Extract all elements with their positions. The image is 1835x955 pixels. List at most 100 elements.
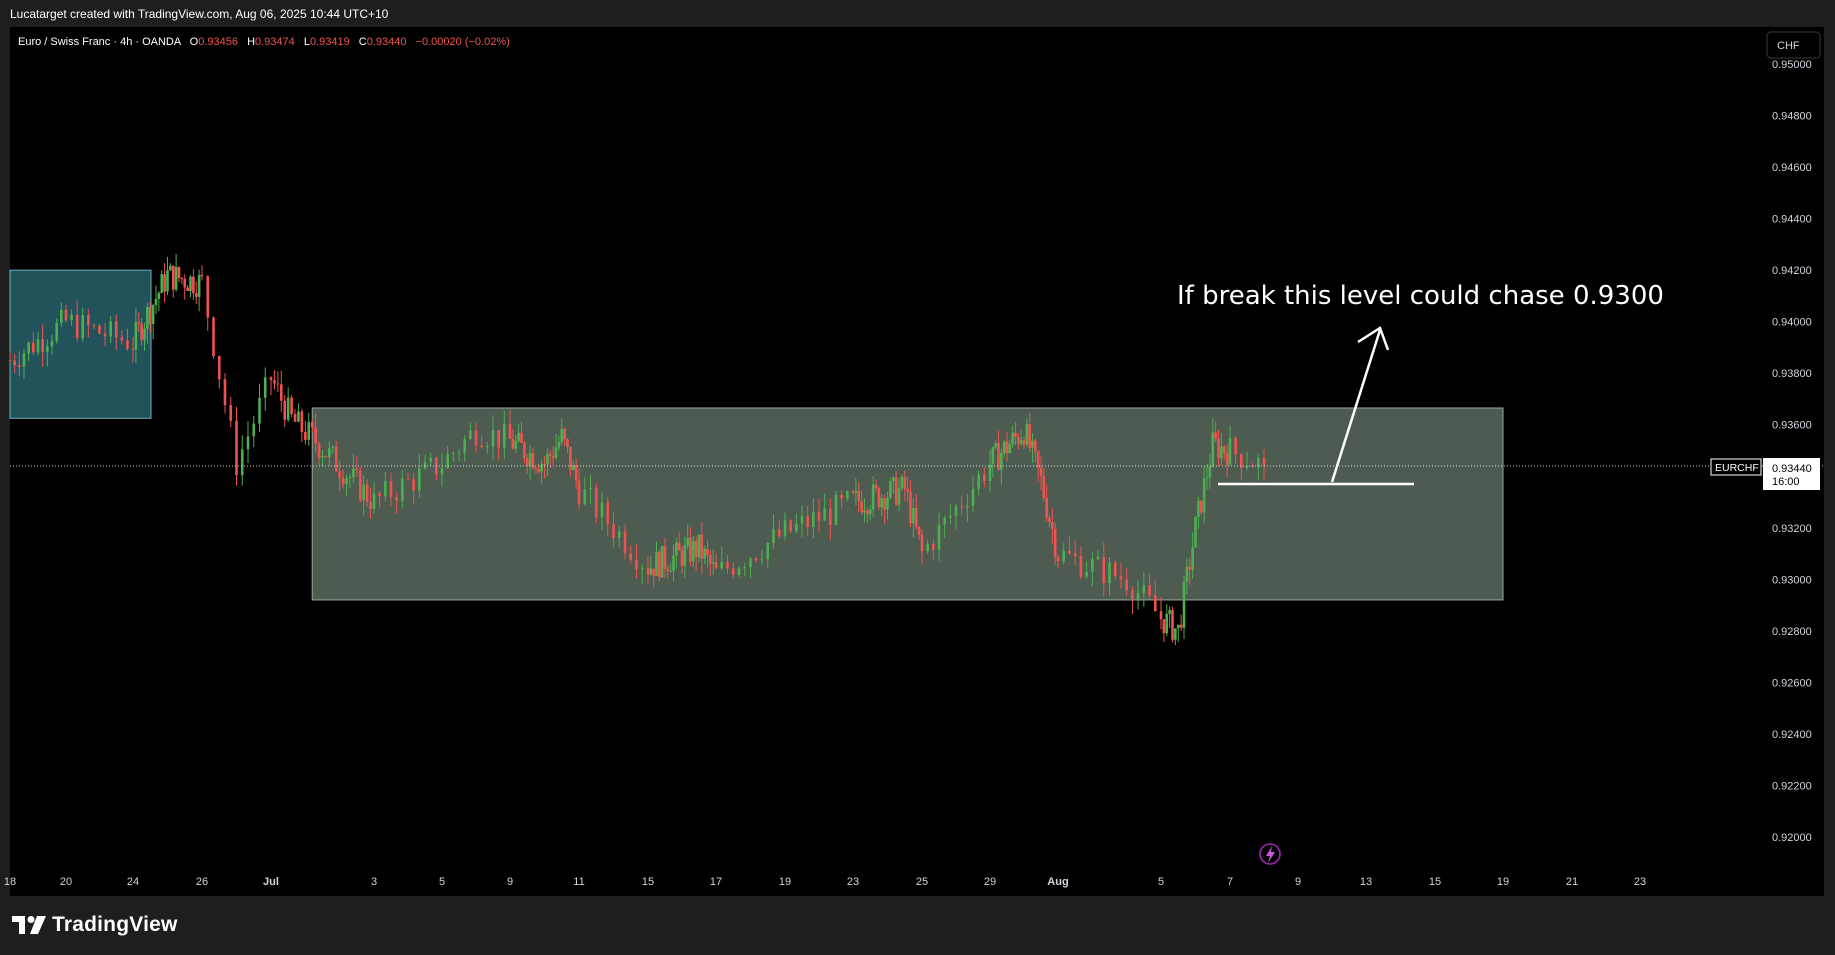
x-tick-label: 19 xyxy=(1497,876,1509,888)
candle-down xyxy=(534,468,538,470)
lightning-icon[interactable] xyxy=(1259,843,1281,865)
legend-open-label: O xyxy=(190,36,199,48)
candle-up xyxy=(1211,432,1215,467)
top-bar: Lucatarget created with TradingView.com,… xyxy=(0,0,1835,27)
candle-up xyxy=(286,397,290,420)
candle-down xyxy=(1045,498,1048,518)
candle-up xyxy=(966,505,969,508)
candle-down xyxy=(754,558,758,561)
candle-down xyxy=(663,546,667,569)
candle-up xyxy=(1062,550,1066,562)
candle-up xyxy=(854,490,858,493)
candle-up xyxy=(683,545,687,566)
candle-down xyxy=(983,474,986,482)
candle-down xyxy=(1131,590,1134,601)
candle-up xyxy=(800,516,804,524)
candle-down xyxy=(180,278,184,280)
candle-down xyxy=(192,276,195,294)
candle-down xyxy=(563,428,566,440)
candle-down xyxy=(623,531,627,554)
candle-down xyxy=(1053,529,1057,557)
candle-up xyxy=(166,270,169,292)
candle-down xyxy=(223,379,227,406)
candle-down xyxy=(1188,566,1192,570)
candle-up xyxy=(1142,585,1146,593)
x-tick-label: 5 xyxy=(1158,876,1164,888)
x-tick-label: 3 xyxy=(371,876,377,888)
candle-up xyxy=(760,559,764,561)
candle-up xyxy=(146,307,149,329)
candle-up xyxy=(1085,571,1088,577)
legend-open-value: 0.93456 xyxy=(198,36,238,48)
candle-down xyxy=(903,476,907,489)
tradingview-logo-icon xyxy=(12,916,46,934)
candle-down xyxy=(137,322,141,324)
candle-down xyxy=(866,510,869,514)
candle-up xyxy=(1174,628,1177,640)
candle-down xyxy=(1240,454,1243,468)
x-tick-label: 19 xyxy=(779,876,791,888)
candle-down xyxy=(1119,576,1123,580)
x-tick-label: 23 xyxy=(847,876,859,888)
candle-down xyxy=(75,314,79,339)
candle-up xyxy=(1191,547,1194,570)
x-tick-label: 20 xyxy=(60,876,72,888)
candle-down xyxy=(932,543,935,550)
candle-up xyxy=(1165,613,1169,634)
candle-down xyxy=(131,348,135,350)
candle-up xyxy=(675,542,678,556)
candle-down xyxy=(1234,437,1237,455)
x-tick-label: Jul xyxy=(263,876,279,888)
range-zone-box[interactable] xyxy=(311,407,1504,601)
candle-down xyxy=(1039,467,1043,476)
x-tick-label: 21 xyxy=(1566,876,1578,888)
candle-down xyxy=(1051,522,1054,530)
candle-down xyxy=(917,526,921,535)
y-tick-label: 0.92800 xyxy=(1772,626,1812,638)
candle-down xyxy=(480,445,483,448)
candle-up xyxy=(720,561,724,569)
supply-zone-box[interactable] xyxy=(9,269,152,419)
candle-down xyxy=(577,480,581,505)
candle-up xyxy=(737,568,741,575)
legend-close-value: 0.93440 xyxy=(367,36,407,48)
candle-down xyxy=(171,265,175,290)
currency-button[interactable]: CHF xyxy=(1766,31,1821,59)
candle-up xyxy=(640,567,644,569)
candle-down xyxy=(269,377,273,381)
candle-up xyxy=(418,468,421,491)
y-tick-label: 0.95000 xyxy=(1772,59,1812,71)
x-tick-label: Aug xyxy=(1047,876,1068,888)
candle-up xyxy=(321,456,324,458)
candle-down xyxy=(1251,466,1254,468)
candle-down xyxy=(920,534,924,552)
candle-down xyxy=(877,488,881,508)
candle-up xyxy=(823,508,826,521)
candle-down xyxy=(1199,500,1203,513)
candle-up xyxy=(871,484,875,510)
candle-down xyxy=(694,541,698,558)
candle-up xyxy=(617,531,621,539)
candle-up xyxy=(446,454,449,469)
candle-up xyxy=(954,506,958,516)
candle-down xyxy=(355,468,359,471)
legend-low-label: L xyxy=(304,36,310,48)
candle-down xyxy=(511,438,515,449)
candle-up xyxy=(109,321,112,337)
candle-down xyxy=(1073,553,1077,557)
candle-up xyxy=(943,517,946,525)
candle-up xyxy=(1220,446,1223,458)
tradingview-logo[interactable]: TradingView xyxy=(12,912,178,938)
legend-high-label: H xyxy=(247,36,255,48)
candle-down xyxy=(474,430,478,446)
legend-change: −0.00020 (−0.02%) xyxy=(416,36,510,48)
candle-up xyxy=(912,508,915,524)
candle-up xyxy=(46,346,49,352)
candle-up xyxy=(891,477,895,482)
candle-down xyxy=(960,506,963,508)
candle-down xyxy=(200,274,204,277)
candle-up xyxy=(889,481,892,498)
candle-up xyxy=(1019,440,1023,444)
candle-down xyxy=(860,501,863,513)
